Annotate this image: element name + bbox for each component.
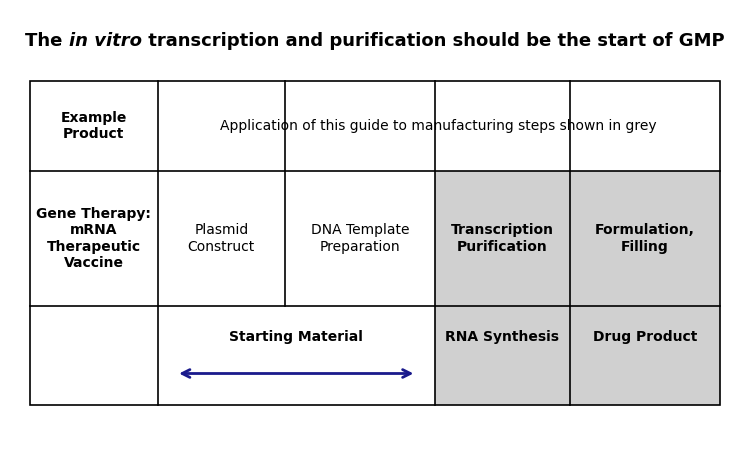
Text: Formulation,
Filling: Formulation, Filling (595, 223, 695, 254)
Text: Gene Therapy:
mRNA
Therapeutic
Vaccine: Gene Therapy: mRNA Therapeutic Vaccine (36, 207, 152, 270)
Text: Example
Product: Example Product (61, 111, 127, 141)
Text: Plasmid
Construct: Plasmid Construct (188, 223, 255, 254)
Text: transcription and purification should be the start of GMP: transcription and purification should be… (142, 32, 724, 50)
Text: Application of this guide to manufacturing steps shown in grey: Application of this guide to manufacturi… (220, 119, 657, 133)
Text: Starting Material: Starting Material (230, 330, 363, 345)
Text: Transcription
Purification: Transcription Purification (451, 223, 554, 254)
Text: RNA Synthesis: RNA Synthesis (446, 330, 560, 345)
Text: The: The (26, 32, 69, 50)
Text: DNA Template
Preparation: DNA Template Preparation (310, 223, 410, 254)
Text: Drug Product: Drug Product (592, 330, 698, 345)
Text: in vitro: in vitro (69, 32, 142, 50)
